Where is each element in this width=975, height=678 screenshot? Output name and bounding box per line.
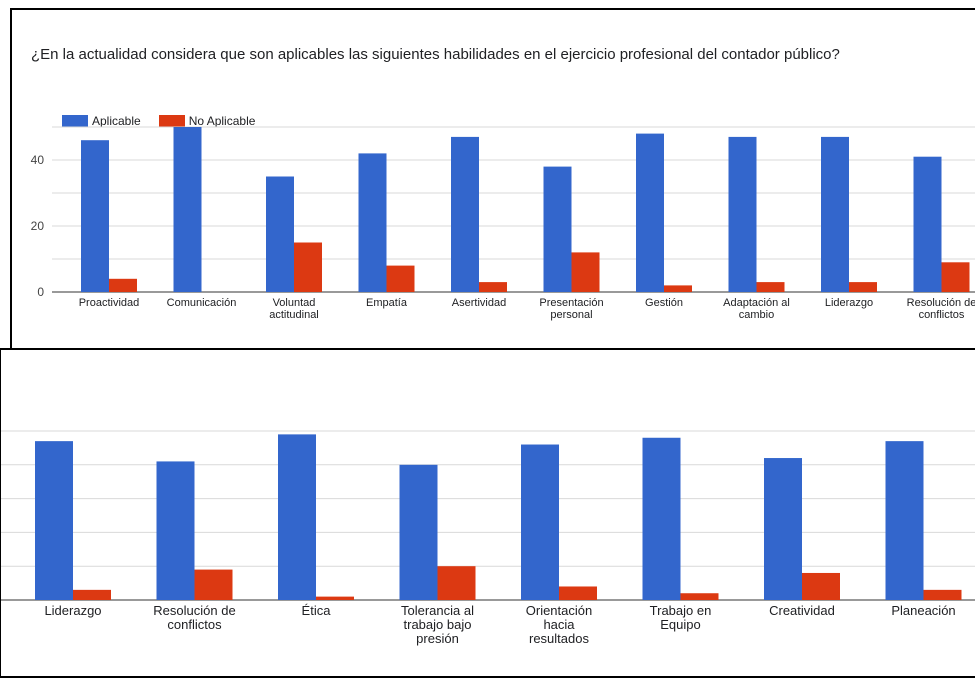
x-tick-label: Proactividad: [79, 297, 140, 309]
bar-aplicable: [266, 176, 294, 292]
legend-swatch-no-aplicable: [158, 115, 185, 127]
bar-no-aplicable: [923, 589, 962, 600]
bar-no-aplicable: [386, 265, 415, 292]
bar-no-aplicable: [571, 252, 600, 292]
chart-panel-top: ¿En la actualidad considera que son apli…: [10, 8, 975, 354]
legend-item-no-aplicable: No Aplicable: [158, 114, 256, 128]
x-tick-label: Resolución de conflictos: [907, 297, 975, 321]
x-tick-label: Voluntad actitudinal: [269, 297, 319, 321]
bar-aplicable: [543, 166, 572, 292]
bar-aplicable: [81, 140, 109, 292]
x-tick-label: Gestión: [645, 297, 683, 309]
bar-aplicable: [173, 127, 202, 292]
bar-no-aplicable: [756, 282, 785, 292]
x-tick-label: Tolerancia al trabajo bajo presión: [401, 603, 474, 646]
bar-aplicable: [642, 437, 681, 600]
x-tick-label: Adaptación al cambio: [723, 297, 790, 321]
bar-no-aplicable: [680, 593, 719, 600]
bar-no-aplicable: [479, 282, 507, 292]
bar-aplicable: [821, 136, 849, 292]
x-tick-label: Empatía: [366, 297, 408, 309]
legend-label-aplicable: Aplicable: [92, 114, 141, 128]
bar-no-aplicable: [664, 285, 692, 292]
chart-legend: Aplicable No Aplicable: [62, 114, 255, 128]
x-tick-label: Planeación: [891, 603, 955, 618]
chart-panel-bottom: Liderazgo Resolución de conflictos Ética Tol…: [0, 348, 975, 678]
bar-aplicable: [913, 156, 942, 292]
bar-aplicable: [451, 136, 479, 292]
x-tick-label: Liderazgo: [825, 297, 873, 309]
x-tick-label: Liderazgo: [44, 603, 101, 618]
bar-no-aplicable: [316, 596, 354, 600]
bar-aplicable: [156, 461, 195, 600]
x-tick-label: Creatividad: [769, 603, 835, 618]
y-tick-label: 0: [37, 285, 44, 299]
bar-aplicable: [521, 444, 559, 600]
bar-aplicable: [728, 136, 757, 292]
bar-aplicable: [278, 434, 316, 600]
bar-aplicable: [399, 464, 438, 600]
y-tick-label: 40: [31, 153, 45, 167]
bar-aplicable: [35, 441, 73, 600]
bar-no-aplicable: [73, 589, 111, 600]
x-tick-label: Asertividad: [452, 297, 506, 309]
bar-aplicable: [764, 458, 802, 600]
bar-chart-top: 0 20 40 Proactividad Comunicación Voluntad act…: [31, 126, 975, 321]
x-tick-label: Trabajo en Equipo: [650, 603, 712, 632]
bar-aplicable: [358, 153, 387, 292]
bar-aplicable: [885, 441, 924, 600]
legend-item-aplicable: Aplicable: [62, 114, 141, 128]
bar-chart-bottom: Liderazgo Resolución de conflictos Ética Tol…: [1, 430, 975, 646]
x-tick-label: Resolución de conflictos: [153, 603, 235, 632]
bar-no-aplicable: [941, 262, 970, 292]
x-tick-label: Presentación personal: [539, 297, 603, 321]
x-tick-label: Comunicación: [167, 297, 237, 309]
x-tick-label: Ética: [302, 603, 332, 618]
legend-swatch-aplicable: [62, 115, 88, 127]
x-tick-label: Orientación hacia resultados: [526, 603, 592, 646]
y-tick-label: 20: [31, 219, 45, 233]
bar-no-aplicable: [294, 242, 322, 292]
bar-aplicable: [636, 133, 664, 292]
chart-title: ¿En la actualidad considera que son apli…: [31, 46, 840, 63]
bar-no-aplicable: [802, 572, 840, 600]
bar-no-aplicable: [849, 282, 877, 292]
legend-label-no-aplicable: No Aplicable: [188, 114, 256, 128]
bar-no-aplicable: [194, 569, 233, 600]
bar-no-aplicable: [109, 278, 137, 292]
bar-no-aplicable: [559, 586, 597, 600]
bar-no-aplicable: [437, 566, 476, 600]
